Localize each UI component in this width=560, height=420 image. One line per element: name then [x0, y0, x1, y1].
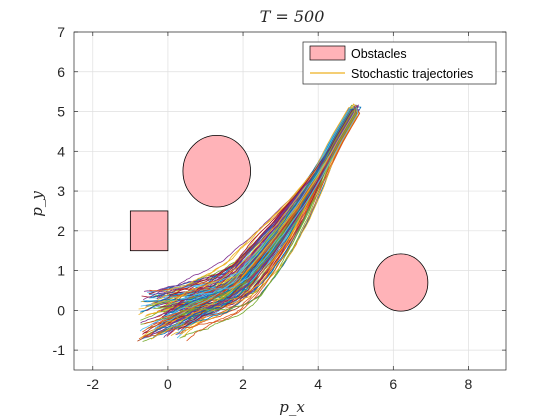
- x-axis-label: p_x: [279, 398, 305, 416]
- chart-title: T = 500: [260, 7, 325, 26]
- obstacle-circle: [182, 134, 251, 208]
- y-tick-label: 0: [57, 302, 65, 318]
- axis-ticks: -2 0 2 4 6 8 -1 0 1 2 3 4 5 6 7: [53, 24, 506, 392]
- y-tick-label: 5: [57, 104, 65, 120]
- trajectory-line: [166, 107, 357, 299]
- legend-entry-obstacles: Obstacles: [351, 47, 407, 61]
- y-tick-label: 6: [57, 64, 65, 80]
- trajectory-line: [140, 107, 357, 325]
- obstacle-rectangle: [129, 210, 169, 252]
- y-tick-label: 2: [57, 223, 65, 239]
- legend: Obstacles Stochastic trajectories: [302, 41, 497, 85]
- trajectory-lines: [137, 103, 362, 342]
- trajectory-line: [172, 106, 356, 324]
- x-tick-label: -2: [87, 376, 100, 392]
- trajectory-line: [180, 107, 359, 300]
- x-tick-label: 4: [314, 376, 322, 392]
- y-tick-label: 7: [57, 24, 65, 40]
- x-tick-label: 2: [239, 376, 247, 392]
- x-tick-label: 0: [164, 376, 172, 392]
- y-tick-label: 3: [57, 183, 65, 199]
- x-tick-label: 8: [465, 376, 473, 392]
- axes-box: [73, 31, 507, 371]
- trajectory-line: [179, 107, 357, 313]
- y-tick-label: -1: [53, 342, 66, 358]
- x-tick-label: 6: [389, 376, 397, 392]
- legend-entry-trajectories: Stochastic trajectories: [351, 67, 473, 81]
- trajectory-line: [163, 108, 356, 317]
- trajectory-line: [150, 106, 356, 340]
- obstacles: [129, 134, 429, 312]
- y-axis-label: p_y: [28, 191, 46, 217]
- y-tick-label: 1: [57, 263, 65, 279]
- trajectory-line: [142, 107, 358, 333]
- y-tick-label: 4: [57, 143, 65, 159]
- legend-swatch-obstacles: [309, 45, 346, 61]
- trajectory-line: [153, 107, 357, 331]
- obstacle-circle: [373, 253, 429, 312]
